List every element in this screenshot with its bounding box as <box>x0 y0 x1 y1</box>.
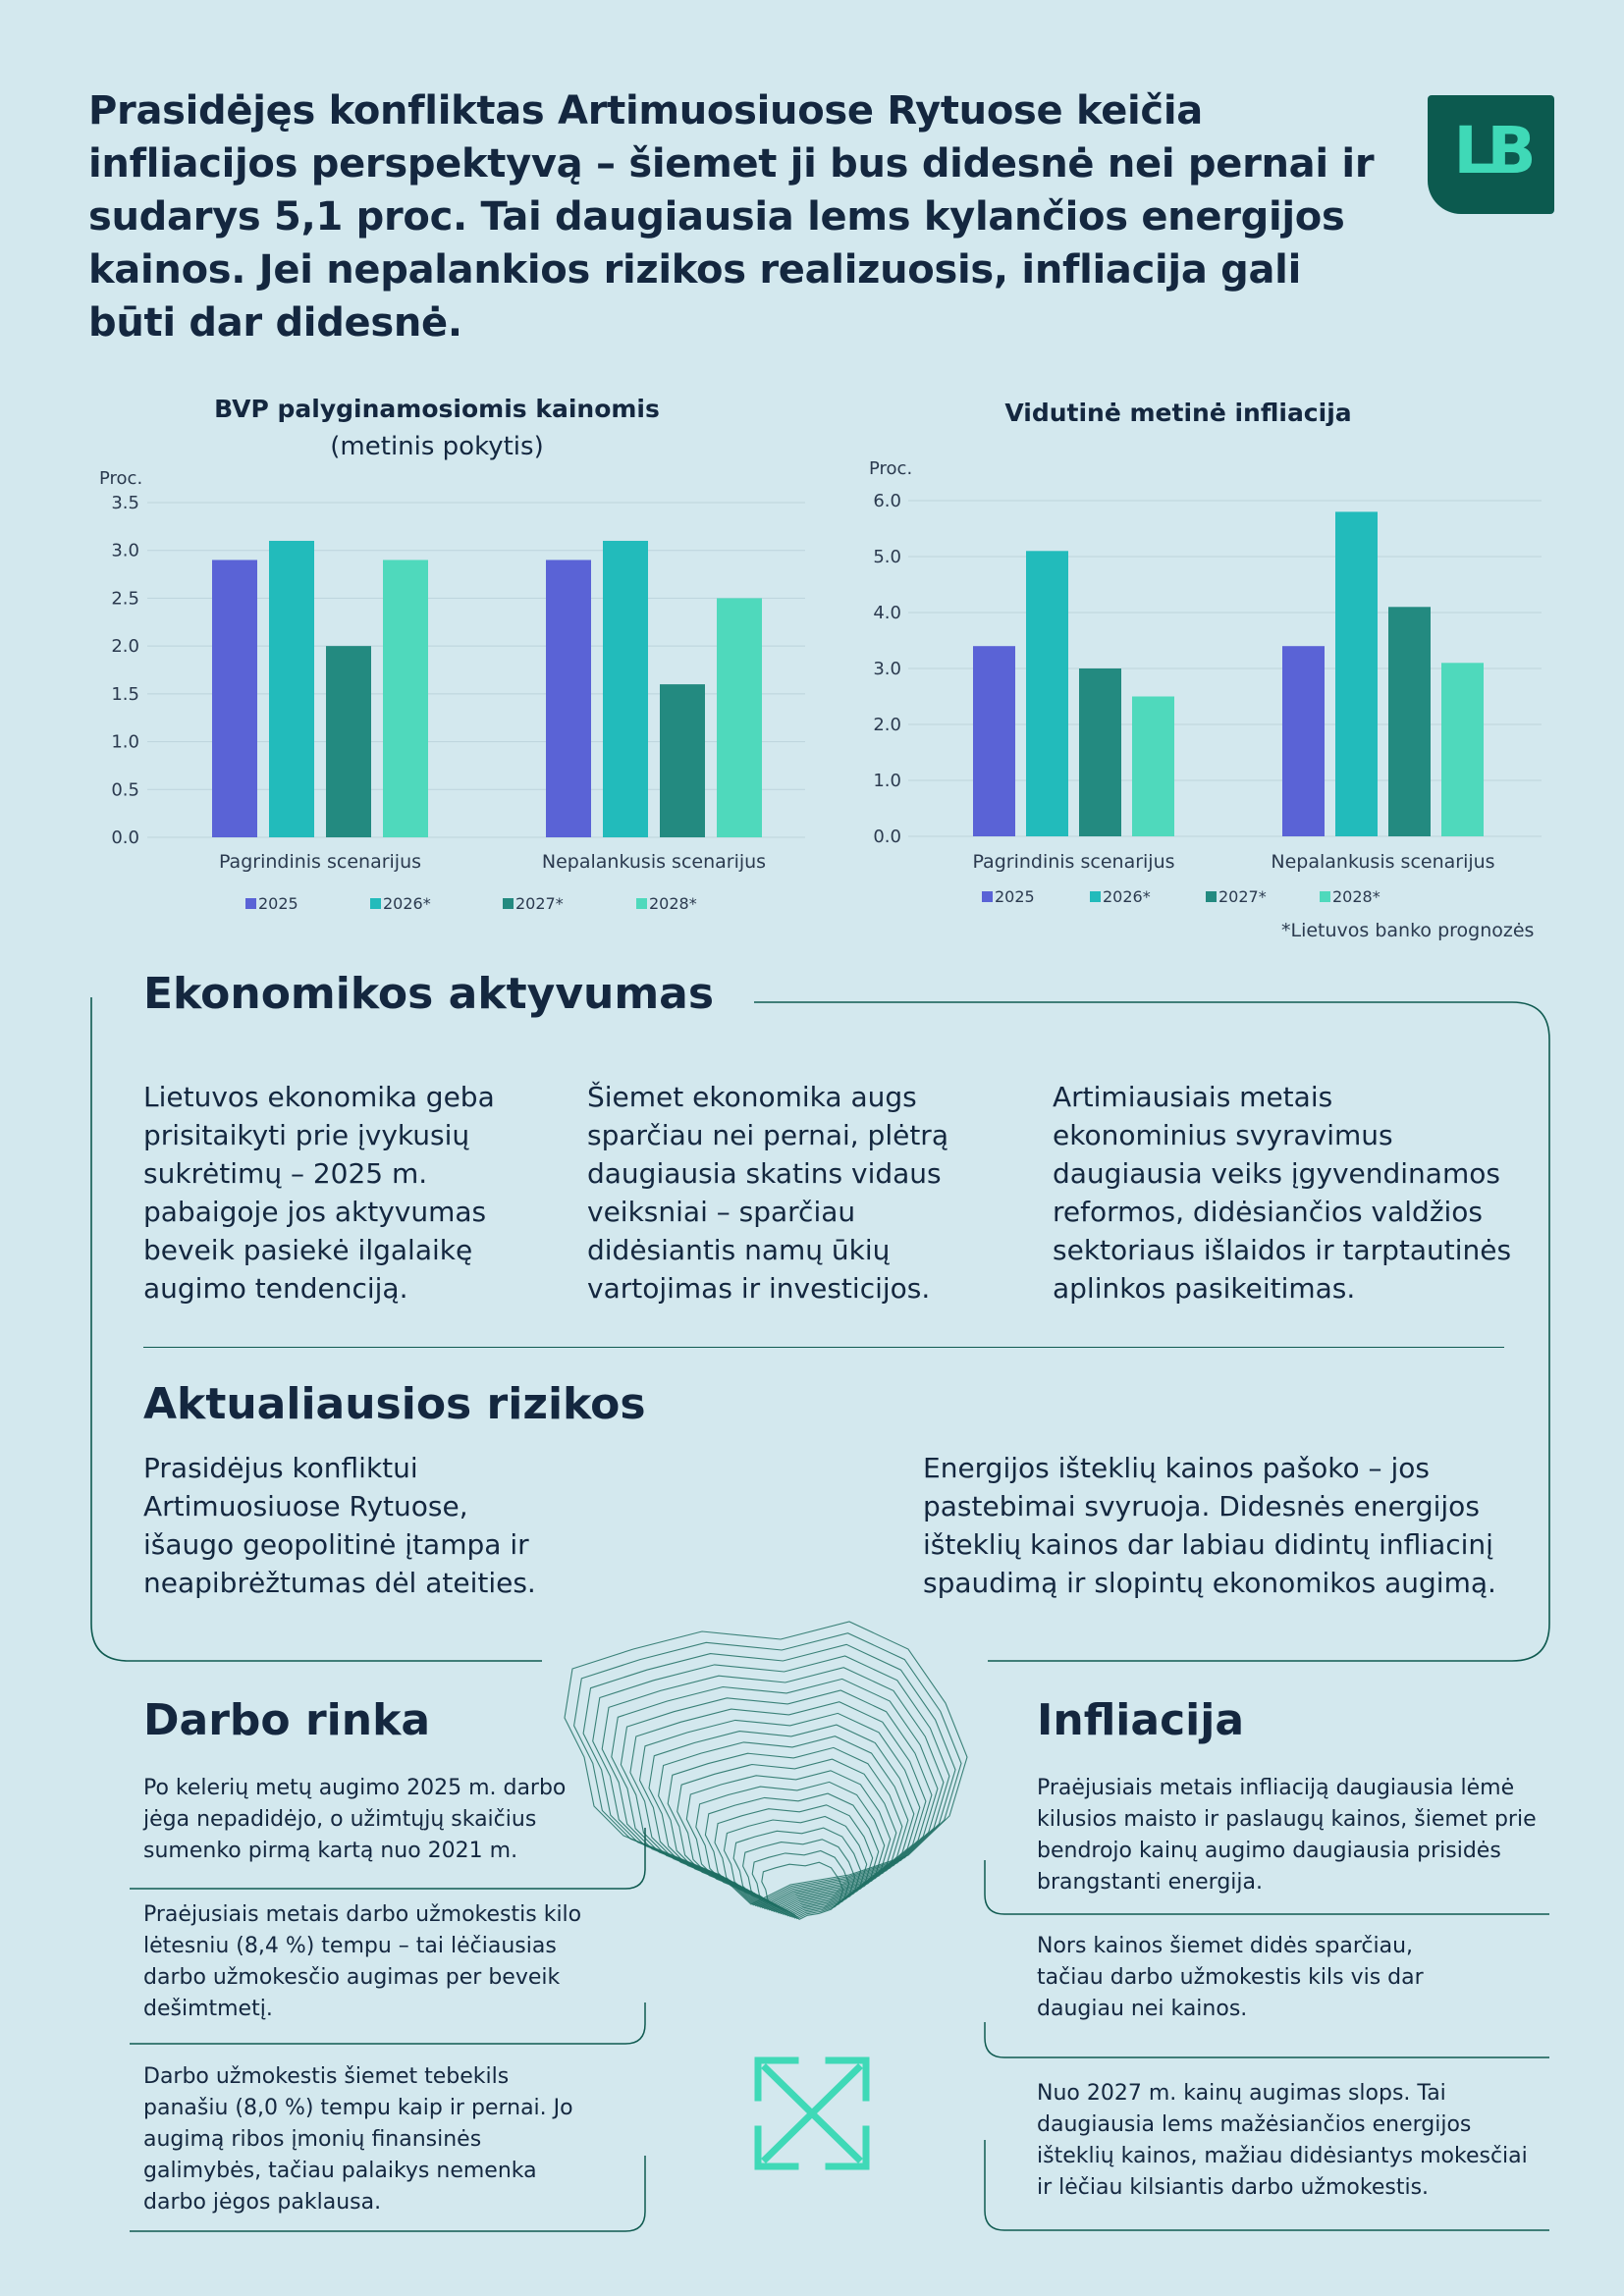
category-label: Nepalankusis scenarijus <box>542 851 766 873</box>
bar[interactable] <box>1282 646 1325 836</box>
map-contour-line <box>723 1815 868 1918</box>
y-tick-label: 6.0 <box>873 491 901 511</box>
y-tick-label: 2.0 <box>111 636 139 657</box>
bar[interactable] <box>603 540 648 837</box>
legend-swatch <box>982 891 993 902</box>
y-tick-label: 4.0 <box>873 603 901 623</box>
y-tick-label: 5.0 <box>873 547 901 567</box>
y-axis-label: Proc. <box>869 458 912 479</box>
bar[interactable] <box>1388 607 1431 836</box>
map-contour-line <box>761 1861 844 1920</box>
y-tick-label: 0.0 <box>873 827 901 847</box>
legend-swatch <box>503 898 514 909</box>
y-tick-label: 3.5 <box>111 493 139 513</box>
legend-swatch <box>636 898 647 909</box>
y-tick-label: 2.5 <box>111 588 139 609</box>
map-contour-line <box>620 1689 933 1910</box>
inflation-item-1: Praėjusiais metais infliaciją daugiausia… <box>1037 1776 1537 1895</box>
legend-label: 2027* <box>1218 887 1267 906</box>
bar[interactable] <box>973 646 1015 836</box>
inflation-item-2: Nors kainos šiemet didės sparčiau, tačia… <box>1037 1934 1424 2021</box>
lithuania-contour-map-icon <box>564 1621 968 1920</box>
gdp-bar-chart: Proc. 0.0 0.5 1.0 1.5 2.0 2.5 3.0 3.5 Pagrindinis… <box>99 468 805 913</box>
risks-right-text: Energijos išteklių kainos pašoko – jos p… <box>923 1452 1496 1599</box>
map-contour-line <box>714 1804 874 1917</box>
inflation-item-3: Nuo 2027 m. kainų augimas slops. Tai dau… <box>1037 2081 1528 2200</box>
inflation-bar-chart: Proc. 0.0 1.0 2.0 3.0 4.0 5.0 6.0 Pagrindinis sc… <box>869 458 1542 906</box>
labour-item-3: Darbo užmokestis šiemet tebekils panašiu… <box>143 2064 573 2215</box>
map-contour-line <box>648 1724 915 1912</box>
bar[interactable] <box>1441 663 1484 836</box>
economy-title: Ekonomikos aktyvumas <box>143 969 715 1019</box>
bar[interactable] <box>717 598 762 837</box>
y-tick-label: 1.0 <box>873 771 901 791</box>
bar[interactable] <box>660 684 705 837</box>
bar[interactable] <box>1335 511 1378 836</box>
economy-col-3: Artimiausiais metais ekonominius svyravi… <box>1053 1081 1512 1305</box>
bar[interactable] <box>383 560 428 837</box>
y-tick-label: 0.0 <box>111 828 139 848</box>
bar[interactable] <box>1132 696 1174 837</box>
map-contour-line <box>592 1655 950 1907</box>
y-axis-label: Proc. <box>99 468 142 489</box>
bar[interactable] <box>212 560 257 837</box>
headline: Prasidėjęs konfliktas Artimuosiuose Rytu… <box>88 88 1375 346</box>
labour-item-1: Po kelerių metų augimo 2025 m. darbo jėg… <box>143 1776 567 1863</box>
map-contour-line <box>677 1758 897 1914</box>
legend-label: 2027* <box>515 894 564 913</box>
y-tick-label: 1.0 <box>111 732 139 753</box>
expand-arrows-icon <box>754 2056 870 2170</box>
labour-item-2: Praėjusiais metais darbo užmokestis kilo… <box>143 1902 582 2021</box>
y-tick-label: 1.5 <box>111 684 139 705</box>
category-label: Nepalankusis scenarijus <box>1271 851 1494 873</box>
category-label: Pagrindinis scenarijus <box>972 851 1174 873</box>
map-contour-line <box>732 1827 862 1918</box>
legend-swatch <box>370 898 381 909</box>
lb-logo-text: LB <box>1453 113 1536 188</box>
bar[interactable] <box>1079 668 1121 836</box>
bar[interactable] <box>1026 551 1068 836</box>
y-tick-label: 3.0 <box>111 541 139 561</box>
economy-col-1: Lietuvos ekonomika geba prisitaikyti pri… <box>143 1081 495 1305</box>
legend-swatch <box>245 898 256 909</box>
risks-title: Aktualiausios rizikos <box>143 1379 646 1429</box>
legend-label: 2026* <box>1103 887 1151 906</box>
forecast-footnote: *Lietuvos banko prognozės <box>1281 920 1535 941</box>
map-contour-line <box>685 1770 892 1915</box>
lb-logo[interactable]: LB <box>1428 95 1554 214</box>
y-tick-label: 2.0 <box>873 715 901 735</box>
map-contour-line <box>751 1849 850 1920</box>
bar[interactable] <box>269 540 314 837</box>
legend-label: 2028* <box>1332 887 1380 906</box>
legend-swatch <box>1206 891 1217 902</box>
legend-swatch <box>1320 891 1330 902</box>
legend-label: 2026* <box>383 894 431 913</box>
bar[interactable] <box>546 560 591 837</box>
map-contour-line <box>658 1735 909 1912</box>
chart-gdp-title: BVP palyginamosiomis kainomis <box>214 395 660 423</box>
legend-label: 2025 <box>258 894 298 913</box>
legend-label: 2025 <box>995 887 1035 906</box>
map-contour-line <box>573 1632 962 1906</box>
map-contour-line <box>638 1712 921 1911</box>
legend-swatch <box>1090 891 1101 902</box>
map-contour-line <box>695 1781 886 1915</box>
inflation-title: Infliacija <box>1037 1695 1245 1745</box>
chart-gdp-subtitle: (metinis pokytis) <box>330 432 544 461</box>
y-tick-label: 0.5 <box>111 779 139 800</box>
map-contour-line <box>629 1701 927 1910</box>
category-label: Pagrindinis scenarijus <box>219 851 421 873</box>
risks-left-text: Prasidėjus konfliktui Artimuosiuose Rytu… <box>143 1452 536 1599</box>
bar[interactable] <box>326 646 371 837</box>
economy-col-2: Šiemet ekonomika augs sparčiau nei perna… <box>587 1081 948 1305</box>
labour-title: Darbo rinka <box>143 1695 431 1745</box>
map-contour-line <box>742 1839 856 1919</box>
y-tick-label: 3.0 <box>873 659 901 679</box>
chart-inflation-title: Vidutinė metinė infliacija <box>1004 399 1352 427</box>
economy-divider <box>143 1347 1504 1348</box>
legend-label: 2028* <box>649 894 697 913</box>
map-contour-line <box>601 1667 945 1908</box>
